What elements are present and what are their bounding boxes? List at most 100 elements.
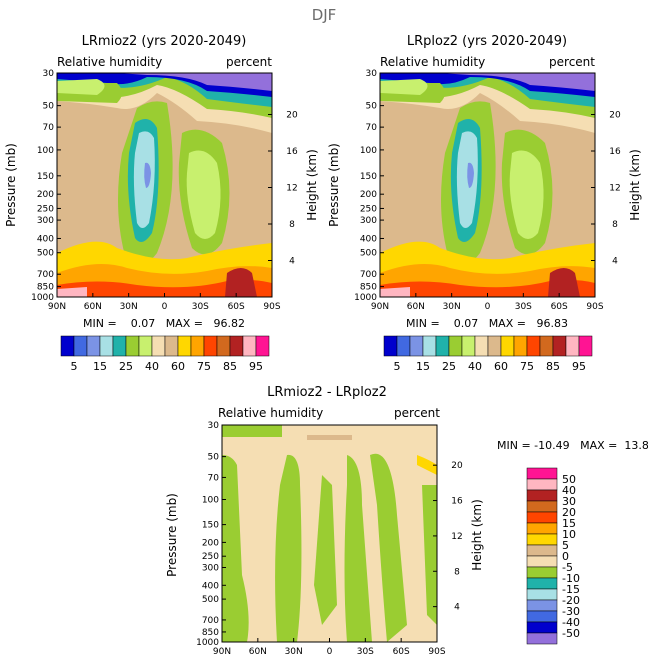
panel-a-colorbar-label: 25 bbox=[119, 360, 133, 373]
panel-a-colorbar-swatch bbox=[255, 335, 270, 357]
panel-c-colorbar-swatch bbox=[526, 544, 558, 557]
panel-b-colorbar-label: 40 bbox=[468, 360, 482, 373]
panel-b-colorbar-swatch bbox=[474, 335, 489, 357]
panel-a-title: LRmioz2 (yrs 2020-2049) bbox=[82, 34, 247, 49]
panel-b-colorbar-label: 5 bbox=[394, 360, 401, 373]
panel-c-ytick-label: 300 bbox=[202, 563, 219, 573]
panel-c-colorbar-label: 15 bbox=[562, 517, 576, 530]
panel-b-xtick-label: 90S bbox=[586, 302, 603, 312]
panel-c-ytick-right-label: 20 bbox=[451, 461, 463, 471]
panel-c-colorbar-label: 40 bbox=[562, 484, 576, 497]
panel-b-colorbar-swatch bbox=[461, 335, 476, 357]
panel-a-ytick-right-label: 16 bbox=[286, 147, 298, 157]
panel-a-ytick-label: 200 bbox=[37, 190, 54, 200]
panel-a-ytick-right-label: 20 bbox=[286, 110, 298, 120]
panel-a-colorbar-swatch bbox=[86, 335, 101, 357]
panel-b-colorbar-label: 75 bbox=[520, 360, 534, 373]
panel-c-colorbar-label: 5 bbox=[562, 539, 569, 552]
panel-a-ytick-label: 250 bbox=[37, 204, 54, 214]
panel-c-ytick-label: 70 bbox=[208, 473, 220, 483]
panel-c-colorbar-label: 0 bbox=[562, 550, 569, 563]
panel-b-ytick-label: 700 bbox=[360, 270, 377, 280]
panel-c-ytick-label: 1000 bbox=[196, 638, 219, 648]
panel-c-colorbar-swatch bbox=[526, 588, 558, 601]
panel-c-ytick-right-label: 4 bbox=[454, 603, 460, 613]
panel-b-colorbar-swatch bbox=[578, 335, 593, 357]
panel-b-ytick-label: 1000 bbox=[354, 293, 377, 303]
panel-c-colorbar-label: -50 bbox=[562, 627, 580, 640]
panel-a-xtick-label: 30S bbox=[192, 302, 209, 312]
panel-a-colorbar-label: 40 bbox=[145, 360, 159, 373]
panel-b-ytick-label: 30 bbox=[366, 69, 378, 79]
panel-a-colorbar-label: 5 bbox=[71, 360, 78, 373]
panel-b-ytick-right-label: 16 bbox=[609, 147, 621, 157]
panel-b-stats: MIN = 0.07 MAX = 96.83 bbox=[406, 317, 568, 330]
panel-a-xtick-label: 60S bbox=[228, 302, 245, 312]
panel-a-colorbar-label: 85 bbox=[223, 360, 237, 373]
panel-a-colorbar-label: 15 bbox=[93, 360, 107, 373]
panel-a-xtick-label: 60N bbox=[84, 302, 102, 312]
panel-b-colorbar-swatch bbox=[396, 335, 411, 357]
panel-c-colorbar-label: -10 bbox=[562, 572, 580, 585]
panel-a-ytick-right-label: 8 bbox=[289, 220, 295, 230]
panel-a-xtick-label: 90S bbox=[263, 302, 280, 312]
panel-c-colorbar-label: 10 bbox=[562, 528, 576, 541]
panel-b-ytick-label: 400 bbox=[360, 234, 377, 244]
panel-b-colorbar-label: 95 bbox=[572, 360, 586, 373]
panel-b-colorbar-swatch bbox=[422, 335, 437, 357]
panel-c-ticks: 305070100150200250300400500700850100090N… bbox=[196, 421, 463, 657]
panel-a-colorbar-swatch bbox=[125, 335, 140, 357]
panel-b-colorbar-swatch bbox=[409, 335, 424, 357]
panel-b-subtitle-right: percent bbox=[549, 55, 595, 69]
panel-a-colorbar-swatch bbox=[73, 335, 88, 357]
panel-b-colorbar-label: 25 bbox=[442, 360, 456, 373]
panel-a-ytick-label: 500 bbox=[37, 249, 54, 259]
panel-a-colorbar: 5 15 25 40 60 75 85 95 bbox=[60, 335, 270, 373]
panel-a-subtitle-right: percent bbox=[226, 55, 272, 69]
panel-b-colorbar-swatch bbox=[435, 335, 450, 357]
panel-c-subtitle-right: percent bbox=[394, 406, 440, 420]
panel-c-colorbar-swatch bbox=[526, 489, 558, 502]
panel-a-ytick-label: 850 bbox=[37, 283, 54, 293]
panel-a-colorbar-swatch bbox=[164, 335, 179, 357]
panel-c-title: LRmioz2 - LRploz2 bbox=[267, 385, 387, 400]
panel-a-colorbar-swatch bbox=[242, 335, 257, 357]
panel-b-xtick-label: 90N bbox=[371, 302, 389, 312]
panel-b-colorbar-swatch bbox=[565, 335, 580, 357]
panel-b-ticks: 305070100150200250300400500700850100090N… bbox=[354, 69, 621, 312]
panel-a-colorbar-swatch bbox=[177, 335, 192, 357]
panel-c-ytick-label: 100 bbox=[202, 496, 219, 506]
panel-a-ytick-label: 30 bbox=[43, 69, 55, 79]
panel-a-colorbar-swatch bbox=[216, 335, 231, 357]
panel-b-xtick-label: 60N bbox=[407, 302, 425, 312]
panel-b-xtick-label: 60S bbox=[551, 302, 568, 312]
panel-c-xtick-label: 60S bbox=[393, 647, 410, 657]
panel-b-ytick-right-label: 12 bbox=[609, 183, 620, 193]
panel-c-ytick-label: 50 bbox=[208, 453, 220, 463]
panel-a-xtick-label: 90N bbox=[48, 302, 66, 312]
panel-c-xtick-label: 60N bbox=[249, 647, 267, 657]
panel-a-colorbar-label: 95 bbox=[249, 360, 263, 373]
panel-c-ytick-label: 850 bbox=[202, 628, 219, 638]
panel-b-ytick-right-label: 20 bbox=[609, 110, 621, 120]
panel-a-contours bbox=[57, 73, 272, 297]
panel-a-ytick-label: 700 bbox=[37, 270, 54, 280]
panel-c-colorbar-swatch bbox=[526, 467, 558, 480]
panel-c-xtick-label: 90N bbox=[213, 647, 231, 657]
panel-c-ytick-right-label: 8 bbox=[454, 567, 460, 577]
panel-a-xtick-label: 0 bbox=[162, 302, 168, 312]
panel-a-colorbar-swatch bbox=[203, 335, 218, 357]
panel-b-colorbar-swatch bbox=[552, 335, 567, 357]
panel-a-colorbar-swatch bbox=[99, 335, 114, 357]
panel-a-ytick-label: 70 bbox=[43, 123, 55, 133]
panel-b-ytick-label: 100 bbox=[360, 146, 377, 156]
panel-a-ytick-label: 50 bbox=[43, 102, 55, 112]
panel-a-colorbar-swatch bbox=[229, 335, 244, 357]
panel-b-ytick-label: 850 bbox=[360, 283, 377, 293]
panel-b-colorbar-label: 60 bbox=[494, 360, 508, 373]
panel-c-colorbar-swatch bbox=[526, 500, 558, 513]
panel-c-colorbar-label: -40 bbox=[562, 616, 580, 629]
panel-b-contours bbox=[380, 73, 595, 297]
